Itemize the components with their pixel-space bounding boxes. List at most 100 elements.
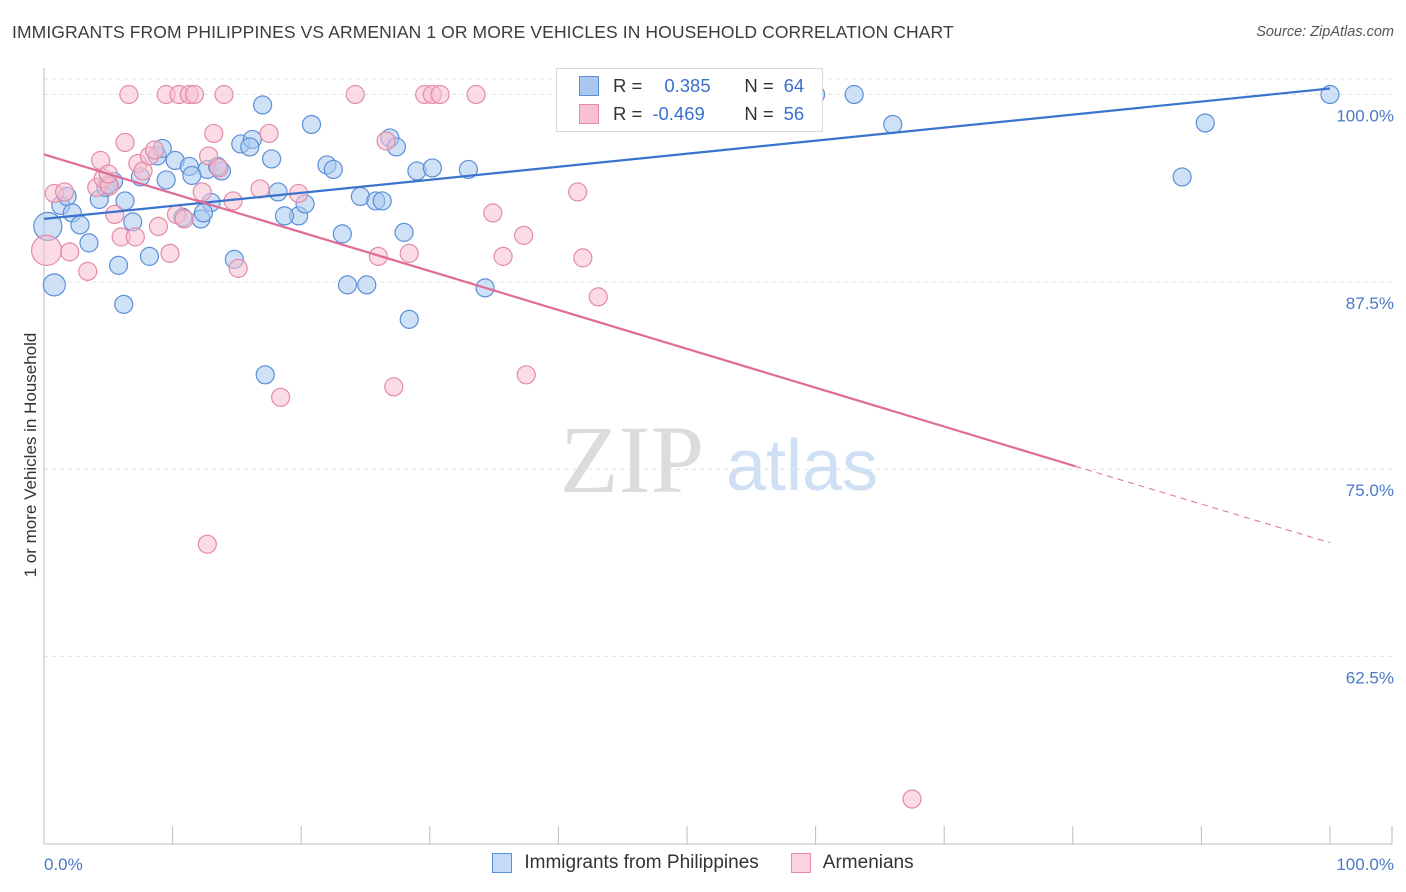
data-point (240, 137, 260, 157)
data-point (70, 215, 90, 235)
data-point (259, 123, 279, 144)
watermark-zip: ZIP (560, 406, 704, 513)
legend-swatch-blue (492, 853, 513, 873)
data-point (250, 179, 270, 199)
data-point (407, 161, 427, 181)
chart-title: IMMIGRANTS FROM PHILIPPINES VS ARMENIAN … (12, 22, 954, 42)
legend-n-label: N = (744, 75, 774, 96)
data-point (394, 222, 414, 242)
data-point (192, 182, 212, 202)
data-point (209, 158, 229, 178)
legend-item-philippines[interactable]: Immigrants from Philippines (492, 852, 759, 874)
data-point (174, 209, 194, 229)
data-point (139, 246, 160, 266)
data-point (193, 203, 214, 223)
trend-line (43, 87, 1331, 220)
data-point (184, 84, 205, 105)
data-point (268, 182, 288, 202)
data-point (372, 191, 392, 211)
data-point (573, 248, 593, 268)
data-point (301, 114, 322, 135)
data-point (1195, 113, 1215, 133)
data-point (844, 84, 864, 105)
legend-r-value: 0.385 (664, 75, 711, 96)
data-point (568, 182, 588, 202)
data-point (458, 159, 478, 180)
data-point (255, 365, 275, 385)
legend-swatch-pink (790, 853, 811, 873)
data-point (78, 261, 98, 281)
y-tick-label: 87.5% (1346, 294, 1394, 313)
x-tick-label-end: 100.0% (1336, 855, 1394, 874)
legend-n-label: N = (744, 103, 774, 124)
legend-label-armenians: Armenians (822, 852, 914, 873)
data-point (42, 273, 66, 297)
series-armenians (30, 84, 922, 809)
data-point (332, 224, 352, 244)
data-point (345, 84, 365, 105)
data-point (466, 84, 486, 105)
data-point (108, 255, 129, 275)
data-point (156, 170, 176, 190)
series-legend: Immigrants from Philippines Armenians (0, 852, 1406, 874)
legend-r-label: R = (613, 75, 643, 96)
data-point (883, 114, 903, 135)
y-axis-label: 1 or more Vehicles in Household (21, 333, 40, 578)
watermark: ZIP atlas (560, 406, 878, 513)
data-point (1172, 167, 1192, 187)
data-point (114, 294, 134, 314)
data-point (430, 84, 450, 105)
data-point (323, 159, 343, 180)
legend-n-value: 56 (783, 103, 805, 124)
data-point (493, 246, 513, 266)
stats-legend: R = 0.385 N = 64 R = -0.469 N = 56 (556, 68, 823, 132)
data-point (376, 131, 396, 151)
data-point (197, 534, 217, 554)
data-point (399, 309, 419, 329)
data-point (160, 243, 180, 263)
legend-swatch-blue (579, 76, 599, 96)
data-point (214, 84, 234, 105)
data-point (262, 149, 282, 169)
data-point (182, 165, 202, 186)
data-point (514, 225, 534, 245)
legend-label-philippines: Immigrants from Philippines (524, 852, 759, 873)
data-point (253, 95, 273, 115)
data-point (483, 203, 503, 223)
data-point (79, 233, 99, 253)
legend-item-armenians[interactable]: Armenians (790, 852, 914, 874)
points-layer (30, 84, 1340, 809)
data-point (399, 243, 419, 263)
trend-lines (43, 87, 1331, 544)
y-tick-label: 100.0% (1336, 106, 1394, 125)
data-point (204, 123, 224, 144)
data-point (228, 258, 248, 278)
data-point (337, 275, 358, 295)
data-point (148, 216, 169, 236)
data-point (144, 140, 165, 160)
data-point (902, 789, 922, 809)
data-point (119, 84, 139, 105)
data-point (271, 387, 291, 407)
trend-line-extension (1075, 465, 1331, 544)
y-tick-label: 75.0% (1346, 481, 1394, 500)
axes (43, 68, 1393, 845)
data-point (125, 227, 145, 247)
y-tick-labels: 100.0% 87.5% 75.0% 62.5% (1336, 106, 1394, 687)
source-label: Source: ZipAtlas.com (1256, 24, 1394, 40)
data-point (357, 275, 377, 295)
data-point (105, 204, 125, 225)
legend-n-value: 64 (783, 75, 805, 96)
data-point (274, 206, 295, 226)
y-tick-label: 62.5% (1346, 669, 1394, 688)
watermark-atlas: atlas (726, 426, 878, 506)
x-tick-labels: 0.0% 100.0% (44, 855, 1394, 874)
legend-row-armenians: R = -0.469 N = 56 (579, 101, 804, 127)
legend-r-value: -0.469 (652, 103, 705, 124)
gridlines (44, 78, 1392, 658)
data-point (588, 287, 608, 307)
legend-row-philippines: R = 0.385 N = 64 (579, 73, 804, 99)
data-point (384, 377, 404, 397)
data-point (516, 365, 536, 385)
